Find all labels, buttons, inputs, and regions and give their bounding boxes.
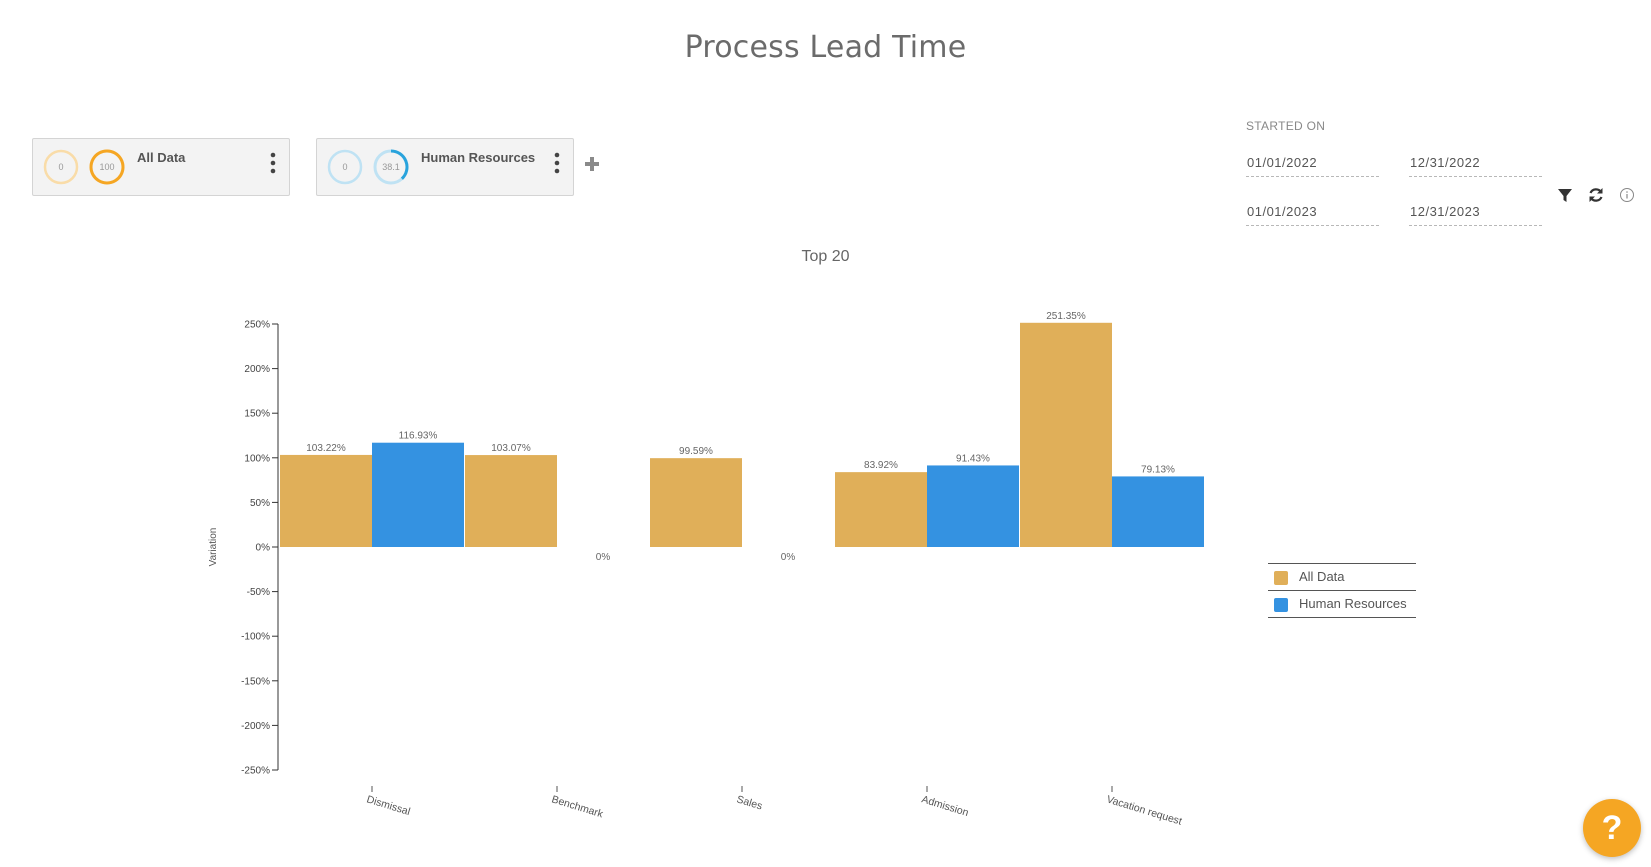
data-label: 91.43% xyxy=(956,453,990,464)
bar xyxy=(927,465,1019,547)
max-ring-icon xyxy=(89,149,125,185)
range2-to-date[interactable]: 12/31/2023 xyxy=(1409,200,1542,226)
card-max-value: 100 xyxy=(99,162,115,172)
range2-from-date[interactable]: 01/01/2023 xyxy=(1246,200,1379,226)
card-menu-icon[interactable] xyxy=(267,151,279,175)
info-icon[interactable] xyxy=(1618,186,1636,204)
data-label: 79.13% xyxy=(1141,464,1175,475)
data-label: 99.59% xyxy=(679,446,713,457)
y-tick-label: -200% xyxy=(241,721,270,732)
chart-title: Top 20 xyxy=(801,248,850,265)
range1-to-date[interactable]: 12/31/2022 xyxy=(1409,151,1542,177)
range1-from-date[interactable]: 01/01/2022 xyxy=(1246,151,1379,177)
y-tick-label: -100% xyxy=(241,632,270,643)
bar xyxy=(1020,322,1112,547)
plus-icon[interactable] xyxy=(583,155,601,173)
y-tick-label: 0% xyxy=(256,543,271,554)
help-button[interactable]: ? xyxy=(1583,799,1641,857)
card-label: Human Resources xyxy=(421,150,536,165)
data-label: 103.22% xyxy=(306,443,346,454)
card-max-value: 38.1 xyxy=(382,162,400,172)
min-ring-icon xyxy=(327,149,363,185)
min-ring-icon xyxy=(43,149,79,185)
legend-item-all-data[interactable]: All Data xyxy=(1268,563,1416,590)
y-tick-label: -50% xyxy=(247,587,270,598)
x-tick-label: Sales xyxy=(735,793,764,812)
y-tick-label: 200% xyxy=(244,364,270,375)
y-tick-label: 100% xyxy=(244,453,270,464)
bar xyxy=(280,454,372,547)
y-axis-label: Variation xyxy=(208,528,219,567)
card-min-value: 0 xyxy=(58,162,64,172)
y-tick-label: -250% xyxy=(241,766,270,777)
max-ring-icon xyxy=(373,149,409,185)
data-label: 251.35% xyxy=(1046,311,1086,322)
chart-legend: All Data Human Resources xyxy=(1268,563,1416,618)
legend-label: All Data xyxy=(1299,569,1345,584)
card-max-ring: 100 xyxy=(89,149,125,185)
page-title: Process Lead Time xyxy=(684,30,967,65)
y-tick-label: -150% xyxy=(241,676,270,687)
data-label: 116.93% xyxy=(399,431,438,442)
y-tick-label: 250% xyxy=(244,320,270,331)
x-tick-label: Dismissal xyxy=(365,793,411,818)
legend-item-human-resources[interactable]: Human Resources xyxy=(1268,590,1416,618)
card-label: All Data xyxy=(137,150,186,165)
y-tick-label: 50% xyxy=(250,498,270,509)
x-tick-label: Vacation request xyxy=(1105,793,1183,827)
legend-swatch xyxy=(1274,571,1288,585)
card-menu-icon[interactable] xyxy=(551,151,563,175)
dataset-card-human-resources[interactable]: 0 38.1 Human Resources xyxy=(316,138,574,196)
bar xyxy=(835,472,927,547)
data-label: 103.07% xyxy=(491,443,531,454)
dataset-card-all-data[interactable]: 0 100 All Data xyxy=(32,138,290,196)
refresh-icon[interactable] xyxy=(1587,186,1605,204)
bar xyxy=(372,442,464,547)
bar xyxy=(650,458,742,547)
bar xyxy=(1112,476,1204,547)
started-on-label: STARTED ON xyxy=(1246,119,1326,133)
card-min-ring: 0 xyxy=(327,149,363,185)
legend-label: Human Resources xyxy=(1299,596,1407,611)
data-label: 83.92% xyxy=(864,460,898,471)
card-min-value: 0 xyxy=(342,162,348,172)
legend-swatch xyxy=(1274,598,1288,612)
card-min-ring: 0 xyxy=(43,149,79,185)
data-label: 0% xyxy=(596,552,611,563)
card-max-ring: 38.1 xyxy=(373,149,409,185)
x-tick-label: Admission xyxy=(920,793,970,819)
y-tick-label: 150% xyxy=(244,409,270,420)
x-tick-label: Benchmark xyxy=(550,793,605,820)
bar xyxy=(465,455,557,547)
data-label: 0% xyxy=(781,552,796,563)
filter-icon[interactable] xyxy=(1556,186,1574,204)
